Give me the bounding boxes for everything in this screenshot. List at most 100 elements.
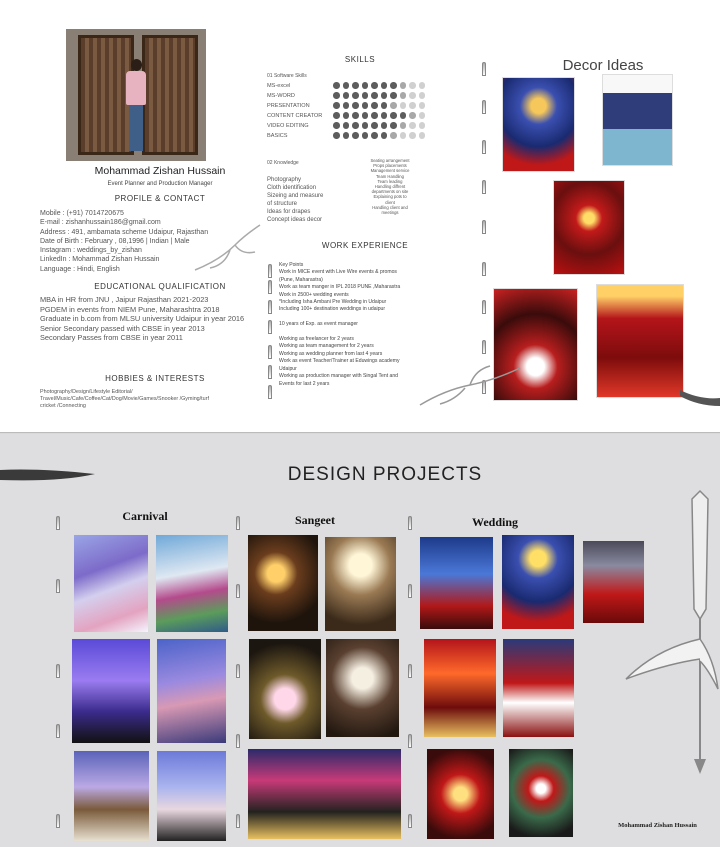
- brush-stroke-icon: [0, 469, 95, 481]
- knowledge-item: Sizeing and measure: [267, 193, 324, 199]
- pin-icon: [236, 584, 240, 598]
- sangeet-photo: [248, 638, 322, 740]
- skill-row: MS-WORD: [267, 92, 457, 101]
- knowledge-item: Ideas for drapes: [267, 209, 311, 215]
- pin-icon: [236, 516, 240, 530]
- skill-dot: [409, 122, 416, 129]
- skill-dot: [342, 122, 349, 129]
- skill-name: VIDEO EDITING: [267, 123, 309, 129]
- skill-dot: [399, 92, 406, 99]
- hobbies-text: Photography/Design/Lifestyle Editorial/ …: [40, 389, 209, 409]
- skill-dot: [390, 122, 397, 129]
- skill-dot: [380, 112, 387, 119]
- knowledge-extra-item: Props placements: [373, 163, 407, 169]
- skill-dot: [380, 132, 387, 139]
- knowledge-extra-item: Management service: [370, 168, 410, 174]
- skill-dot: [380, 92, 387, 99]
- skill-rating: [333, 112, 425, 119]
- category-wedding: Wedding: [471, 515, 519, 529]
- skill-dot: [409, 132, 416, 139]
- category-sangeet: Sangeet: [295, 513, 335, 527]
- skill-row: PRESENTATION: [267, 102, 457, 111]
- door-right-image: [142, 35, 198, 155]
- pin-icon: [56, 814, 60, 828]
- skill-dot: [399, 102, 406, 109]
- knowledge-extra-item: Team Handling: [376, 173, 404, 179]
- education-list: MBA in HR from JNU , Jaipur Rajasthan 20…: [40, 295, 250, 343]
- skill-dot: [361, 102, 368, 109]
- work-item: Work as team manger in IPL 2018 PUNE ,Ma…: [279, 284, 401, 291]
- pin-icon: [408, 664, 412, 678]
- skill-dot: [409, 112, 416, 119]
- skill-dot: [418, 112, 425, 119]
- skill-dot: [333, 112, 340, 119]
- skill-dot: [371, 112, 378, 119]
- pin-icon: [268, 264, 272, 278]
- pin-icon: [268, 320, 272, 334]
- skill-dot: [361, 82, 368, 89]
- skill-dot: [399, 132, 406, 139]
- contact-dob: Date of Birth : February , 08,1996 | Ind…: [40, 237, 190, 245]
- skill-rating: [333, 132, 425, 139]
- work-item: Events for last 2 years: [279, 380, 330, 387]
- pin-icon: [236, 664, 240, 678]
- software-skills-title: 01 Software Skills: [267, 73, 307, 79]
- pin-icon: [56, 516, 60, 530]
- contact-instagram: Instagram : weddings_by_zishan: [40, 247, 142, 255]
- pin-icon: [482, 140, 486, 154]
- decor-ideas-heading: Decor Ideas: [562, 57, 644, 74]
- pin-icon: [482, 220, 486, 234]
- skill-dot: [390, 82, 397, 89]
- pin-icon: [408, 734, 412, 748]
- knowledge-extra-item: Handling diffrent: [374, 184, 406, 190]
- pin-icon: [482, 100, 486, 114]
- skill-dot: [371, 122, 378, 129]
- skill-dot: [418, 132, 425, 139]
- skill-dot: [333, 122, 340, 129]
- pin-icon: [482, 380, 486, 394]
- pin-icon: [268, 280, 272, 294]
- work-item: (Pune, Maharastra): [279, 276, 323, 283]
- hobbies-heading: HOBBIES & INTERESTS: [105, 374, 205, 383]
- knowledge-item: Concept ideas decor: [267, 217, 323, 223]
- skill-dot: [371, 132, 378, 139]
- decor-photo: [553, 180, 625, 275]
- pin-icon: [56, 724, 60, 738]
- profile-heading: PROFILE & CONTACT: [114, 194, 206, 203]
- pin-icon: [408, 516, 412, 530]
- wedding-photo: [508, 748, 574, 838]
- work-item: 10 years of Exp. as event manager: [279, 321, 358, 328]
- knowledge-extra-item: Handling client and: [372, 204, 408, 210]
- skill-dot: [380, 82, 387, 89]
- pin-icon: [268, 385, 272, 399]
- work-item: Working as production manager with Singa…: [279, 373, 399, 380]
- knowledge-extra-item: client: [385, 199, 395, 205]
- wedding-photo: [582, 540, 645, 624]
- sangeet-photo: [247, 748, 402, 840]
- decor-photo: [493, 288, 578, 401]
- contact-email: E-mail : zishanhussain186@gmail.com: [40, 219, 161, 227]
- wedding-photo: [426, 748, 495, 840]
- resume-page: Mohammad Zishan Hussain Event Planner an…: [0, 0, 720, 433]
- education-heading: EDUCATIONAL QUALIFICATION: [94, 282, 226, 291]
- skill-dot: [371, 82, 378, 89]
- work-list: Key Points Work in MICE event with Live …: [279, 262, 429, 388]
- sangeet-photo: [324, 536, 397, 632]
- skill-dot: [390, 112, 397, 119]
- skill-dot: [361, 92, 368, 99]
- pin-icon: [482, 340, 486, 354]
- skill-dot: [418, 82, 425, 89]
- skill-dot: [361, 122, 368, 129]
- skill-dot: [371, 92, 378, 99]
- work-item: Work as event Teacher/Trainer at Eduwing…: [279, 358, 400, 365]
- signature-text: Mohammad Zishan Hussain: [618, 822, 697, 829]
- skill-rating: [333, 92, 425, 99]
- skill-name: MS-WORD: [267, 93, 295, 99]
- work-item: Working as team management for 2 years: [279, 343, 374, 350]
- work-item: Work in 2500+ wedding events: [279, 291, 349, 298]
- skill-dot: [352, 82, 359, 89]
- wedding-photo: [501, 534, 575, 630]
- skill-dot: [418, 92, 425, 99]
- skill-dot: [418, 122, 425, 129]
- resume-role: Event Planner and Production Manager: [107, 181, 213, 187]
